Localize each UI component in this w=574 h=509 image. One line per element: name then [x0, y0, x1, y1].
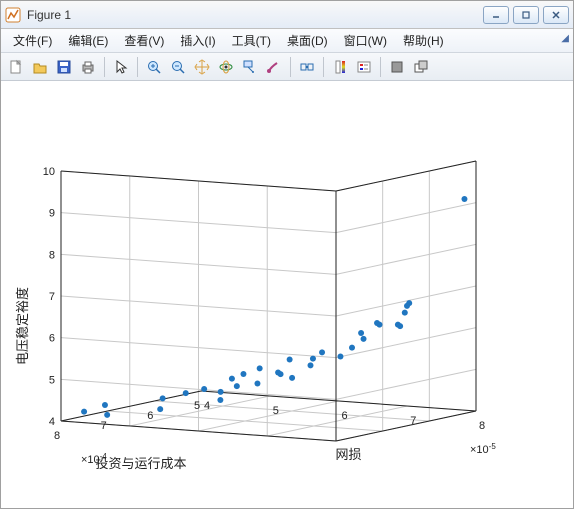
- toolbar: [1, 53, 573, 81]
- menu-desktop[interactable]: 桌面(D): [279, 30, 336, 51]
- menu-tools[interactable]: 工具(T): [224, 30, 279, 51]
- pan-button[interactable]: [191, 56, 213, 78]
- colorbar-button[interactable]: [329, 56, 351, 78]
- toolbar-sep: [290, 57, 291, 77]
- window-title: Figure 1: [27, 8, 483, 22]
- rotate3d-button[interactable]: [215, 56, 237, 78]
- menu-file[interactable]: 文件(F): [5, 30, 60, 51]
- toolbar-sep: [323, 57, 324, 77]
- new-button[interactable]: [5, 56, 27, 78]
- zoom-in-button[interactable]: [143, 56, 165, 78]
- menu-edit[interactable]: 编辑(E): [60, 30, 116, 51]
- menu-window[interactable]: 窗口(W): [336, 30, 395, 51]
- svg-text:5: 5: [194, 400, 200, 412]
- svg-text:8: 8: [49, 249, 55, 261]
- svg-text:6: 6: [147, 410, 153, 422]
- data-cursor-button[interactable]: [239, 56, 261, 78]
- figure-window: Figure 1 文件(F) 编辑(E) 查看(V) 插入(I) 工具(T) 桌…: [0, 0, 574, 509]
- zoom-out-button[interactable]: [167, 56, 189, 78]
- svg-text:×10-5: ×10-5: [470, 442, 496, 457]
- svg-text:6: 6: [49, 333, 55, 345]
- window-controls: [483, 6, 569, 24]
- save-button[interactable]: [53, 56, 75, 78]
- svg-text:4: 4: [204, 400, 210, 412]
- menu-insert[interactable]: 插入(I): [172, 30, 223, 51]
- undock-button[interactable]: [410, 56, 432, 78]
- pointer-button[interactable]: [110, 56, 132, 78]
- toolbar-sep: [104, 57, 105, 77]
- menubar: 文件(F) 编辑(E) 查看(V) 插入(I) 工具(T) 桌面(D) 窗口(W…: [1, 29, 573, 53]
- maximize-button[interactable]: [513, 6, 539, 24]
- brush-button[interactable]: [263, 56, 285, 78]
- svg-text:9: 9: [49, 208, 55, 220]
- svg-text:7: 7: [101, 420, 107, 432]
- svg-text:7: 7: [49, 291, 55, 303]
- axes-3d[interactable]: 45678910567845678电压稳定裕度投资与运行成本×10-4网损×10…: [1, 81, 573, 508]
- menu-view[interactable]: 查看(V): [116, 30, 172, 51]
- svg-text:5: 5: [49, 374, 55, 386]
- minimize-button[interactable]: [483, 6, 509, 24]
- svg-text:6: 6: [341, 410, 347, 422]
- titlebar: Figure 1: [1, 1, 573, 29]
- svg-text:8: 8: [479, 420, 485, 432]
- dock-button[interactable]: [386, 56, 408, 78]
- toolbar-sep: [137, 57, 138, 77]
- app-icon: [5, 7, 21, 23]
- svg-text:10: 10: [43, 166, 55, 178]
- menu-help[interactable]: 帮助(H): [395, 30, 452, 51]
- svg-text:4: 4: [49, 416, 55, 428]
- svg-text:投资与运行成本: 投资与运行成本: [95, 456, 186, 471]
- svg-text:电压稳定裕度: 电压稳定裕度: [15, 287, 30, 365]
- menubar-collapse-icon[interactable]: ◢: [561, 33, 569, 44]
- close-button[interactable]: [543, 6, 569, 24]
- svg-text:8: 8: [54, 430, 60, 442]
- svg-text:7: 7: [410, 415, 416, 427]
- legend-button[interactable]: [353, 56, 375, 78]
- scatter3d-svg: 45678910567845678电压稳定裕度投资与运行成本×10-4网损×10…: [1, 81, 573, 508]
- svg-text:网损: 网损: [335, 447, 361, 462]
- svg-text:5: 5: [273, 405, 279, 417]
- open-button[interactable]: [29, 56, 51, 78]
- toolbar-sep: [380, 57, 381, 77]
- print-button[interactable]: [77, 56, 99, 78]
- link-data-button[interactable]: [296, 56, 318, 78]
